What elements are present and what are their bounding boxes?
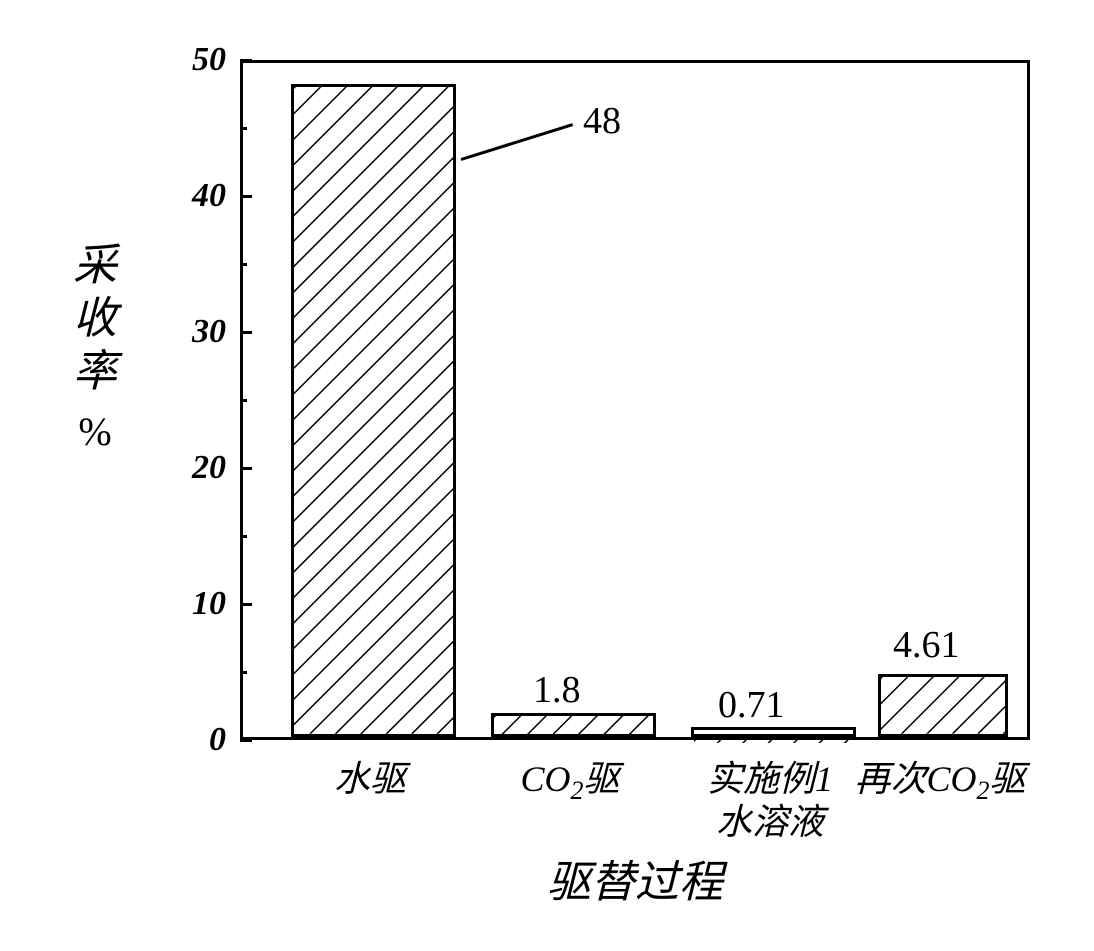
y-label-unit: % xyxy=(70,408,120,455)
y-tick-mark xyxy=(240,603,252,606)
bar xyxy=(491,713,656,737)
y-tick-mark xyxy=(240,739,252,742)
y-tick-minor xyxy=(240,535,247,538)
bar-hatch xyxy=(294,87,453,734)
y-tick-minor xyxy=(240,263,247,266)
y-tick-minor xyxy=(240,127,247,130)
bar xyxy=(691,727,856,737)
plot-area: 48 1.8 0.71 4.61 xyxy=(240,60,1030,740)
chart-container: 48 1.8 0.71 4.61 采 收 率 % 0 10 20 30 40 50 水驱 CO2驱… xyxy=(40,40,1054,911)
x-axis-label: 驱替过程 xyxy=(547,846,723,910)
x-tick-label: 实施例1水溶液 xyxy=(707,758,833,844)
x-tick-label: 水驱 xyxy=(334,758,406,801)
y-tick-minor xyxy=(240,671,247,674)
y-tick-label: 30 xyxy=(192,313,226,351)
y-label-char-3: 率 xyxy=(70,346,120,399)
y-label-char-2: 收 xyxy=(70,293,120,346)
y-tick-label: 10 xyxy=(192,585,226,623)
bar xyxy=(878,674,1008,737)
x-tick-label: CO2驱 xyxy=(520,758,619,806)
bar-value-label: 4.61 xyxy=(893,623,960,667)
bar-hatch xyxy=(881,677,1005,734)
y-label-char-1: 采 xyxy=(70,240,120,293)
bar-value-label: 1.8 xyxy=(533,668,581,712)
y-tick-mark xyxy=(240,467,252,470)
bar-value-label: 48 xyxy=(583,99,621,143)
y-tick-mark xyxy=(240,331,252,334)
y-tick-label: 20 xyxy=(192,449,226,487)
y-tick-mark xyxy=(240,59,252,62)
bar-value-label: 0.71 xyxy=(718,683,785,727)
y-tick-label: 0 xyxy=(209,721,226,759)
bar-hatch xyxy=(694,740,853,744)
x-tick-label: 再次CO2驱 xyxy=(854,758,1025,806)
bar-hatch xyxy=(494,716,653,734)
bar xyxy=(291,84,456,737)
y-tick-label: 50 xyxy=(192,41,226,79)
y-tick-label: 40 xyxy=(192,177,226,215)
y-axis-label: 采 收 率 % xyxy=(70,240,120,455)
y-tick-minor xyxy=(240,399,247,402)
y-tick-mark xyxy=(240,195,252,198)
